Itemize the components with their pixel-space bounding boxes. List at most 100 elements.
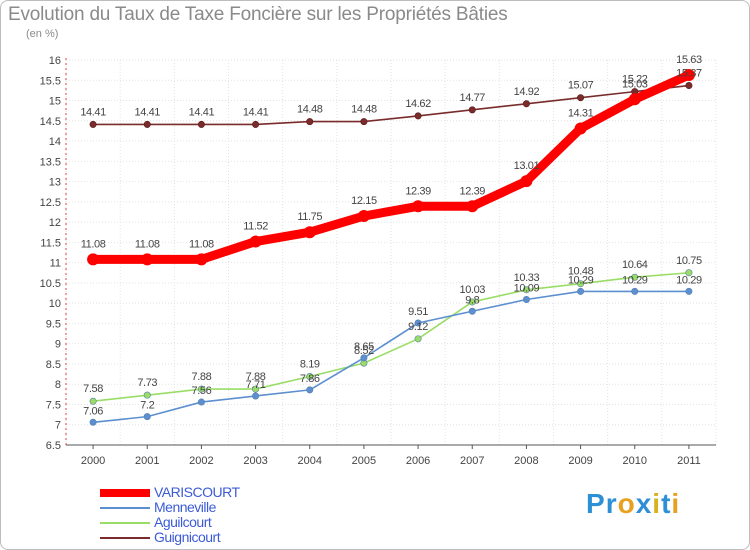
y-tick-label-18: 15.5 bbox=[40, 75, 61, 87]
point-variscourt-2004 bbox=[303, 226, 316, 239]
series-line-variscourt bbox=[88, 70, 694, 264]
logo-letter-3: x bbox=[635, 488, 653, 519]
data-label-variscourt-2000: 11.08 bbox=[81, 238, 106, 250]
data-label-variscourt-2003: 11.52 bbox=[243, 221, 268, 233]
point-aguilcourt-2011 bbox=[685, 269, 693, 277]
data-label-guignicourt-2011: 15.37 bbox=[676, 68, 702, 80]
y-axis-unit-label: (en %) bbox=[26, 28, 59, 40]
point-variscourt-2011 bbox=[682, 68, 695, 81]
y-tick-label-19: 16 bbox=[49, 55, 61, 67]
point-guignicourt-2003 bbox=[252, 120, 260, 128]
point-variscourt-2001 bbox=[141, 253, 154, 266]
data-label-aguilcourt-2010: 10.64 bbox=[622, 259, 648, 271]
data-label-menneville-2010: 10.29 bbox=[622, 274, 648, 286]
x-tick-label-11: 2011 bbox=[677, 455, 701, 467]
point-menneville-2007 bbox=[468, 307, 476, 315]
data-label-menneville-2003: 7.71 bbox=[246, 379, 266, 391]
data-label-variscourt-2008: 13.01 bbox=[514, 160, 540, 172]
y-tick-label-14: 13.5 bbox=[40, 156, 61, 168]
y-tick-label-15: 14 bbox=[49, 136, 61, 148]
point-guignicourt-2009 bbox=[577, 94, 585, 102]
point-menneville-2011 bbox=[685, 287, 693, 295]
data-label-variscourt-2001: 11.08 bbox=[135, 238, 160, 250]
point-menneville-2009 bbox=[577, 287, 585, 295]
y-tick-label-0: 6.5 bbox=[46, 440, 61, 452]
x-tick-label-10: 2010 bbox=[623, 455, 647, 467]
legend-label-aguilcourt: Aguilcourt bbox=[154, 514, 212, 530]
x-tick-label-5: 2005 bbox=[352, 455, 376, 467]
series-line-guignicourt bbox=[92, 84, 690, 126]
legend-label-variscourt: VARISCOURT bbox=[154, 484, 240, 500]
legend-swatch-variscourt bbox=[100, 489, 150, 497]
data-label-guignicourt-2003: 14.41 bbox=[243, 106, 269, 118]
proxiti-logo: Proxiti bbox=[586, 488, 680, 520]
y-tick-label-3: 8 bbox=[55, 379, 61, 391]
data-label-aguilcourt-2001: 7.73 bbox=[137, 377, 157, 389]
data-label-menneville-2002: 7.56 bbox=[192, 385, 212, 397]
point-aguilcourt-2000 bbox=[89, 397, 97, 405]
logo-letter-1: r bbox=[605, 488, 618, 519]
data-label-aguilcourt-2009: 10.48 bbox=[568, 266, 594, 278]
x-tick-label-8: 2008 bbox=[514, 455, 538, 467]
data-label-menneville-2005: 8.65 bbox=[354, 341, 374, 353]
point-guignicourt-2002 bbox=[197, 120, 205, 128]
data-label-menneville-2009: 10.29 bbox=[568, 274, 594, 286]
data-label-menneville-2011: 10.29 bbox=[676, 274, 702, 286]
point-aguilcourt-2010 bbox=[631, 273, 639, 281]
data-label-menneville-2007: 9.8 bbox=[465, 294, 479, 306]
chart-title: Evolution du Taux de Taxe Foncière sur l… bbox=[8, 4, 508, 25]
y-tick-label-7: 10 bbox=[49, 298, 61, 310]
y-tick-label-9: 11 bbox=[50, 258, 61, 270]
data-label-variscourt-2006: 12.39 bbox=[405, 185, 431, 197]
series-line-menneville bbox=[92, 290, 690, 424]
x-tick-label-4: 2004 bbox=[298, 455, 322, 467]
point-menneville-2006 bbox=[414, 319, 422, 327]
data-label-guignicourt-2006: 14.62 bbox=[405, 98, 431, 110]
x-tick-label-9: 2009 bbox=[568, 455, 592, 467]
y-tick-label-12: 12.5 bbox=[40, 197, 61, 209]
logo-letter-4: i bbox=[652, 488, 662, 519]
data-label-guignicourt-2000: 14.41 bbox=[80, 106, 106, 118]
x-tick-label-7: 2007 bbox=[460, 455, 484, 467]
legend-swatch-guignicourt bbox=[100, 537, 150, 539]
y-tick-label-16: 14.5 bbox=[40, 116, 61, 128]
data-label-guignicourt-2005: 14.48 bbox=[351, 104, 377, 116]
y-tick-label-4: 8.5 bbox=[46, 359, 61, 371]
y-tick-label-10: 11.5 bbox=[40, 237, 61, 249]
data-label-menneville-2008: 10.09 bbox=[514, 283, 540, 295]
data-label-variscourt-2009: 14.31 bbox=[568, 107, 594, 119]
data-label-aguilcourt-2008: 10.33 bbox=[514, 272, 540, 284]
data-label-variscourt-2007: 12.39 bbox=[459, 185, 485, 197]
legend-label-guignicourt: Guignicourt bbox=[154, 529, 221, 545]
point-aguilcourt-2003 bbox=[252, 385, 260, 393]
legend-swatch-menneville bbox=[100, 507, 150, 509]
y-tick-label-6: 9.5 bbox=[46, 318, 61, 330]
data-label-menneville-2001: 7.2 bbox=[140, 400, 154, 412]
data-label-variscourt-2005: 12.15 bbox=[351, 195, 377, 207]
y-tick-label-1: 7 bbox=[55, 420, 61, 432]
point-menneville-2010 bbox=[631, 287, 639, 295]
point-variscourt-2000 bbox=[87, 253, 100, 266]
point-variscourt-2006 bbox=[412, 200, 425, 213]
data-label-aguilcourt-2002: 7.88 bbox=[192, 371, 212, 383]
data-label-aguilcourt-2004: 8.19 bbox=[300, 359, 320, 371]
data-label-aguilcourt-2003: 7.88 bbox=[246, 371, 266, 383]
y-tick-label-2: 7.5 bbox=[46, 399, 61, 411]
point-variscourt-2009 bbox=[574, 122, 587, 135]
point-menneville-2002 bbox=[197, 398, 205, 406]
data-label-aguilcourt-2011: 10.75 bbox=[676, 255, 702, 267]
data-label-menneville-2006: 9.51 bbox=[408, 306, 428, 318]
point-guignicourt-2008 bbox=[522, 100, 530, 108]
point-variscourt-2002 bbox=[195, 253, 208, 266]
point-menneville-2003 bbox=[252, 392, 260, 400]
x-tick-label-3: 2003 bbox=[243, 455, 267, 467]
data-label-aguilcourt-2005: 8.52 bbox=[354, 345, 374, 357]
y-tick-label-17: 15 bbox=[49, 96, 61, 108]
point-variscourt-2010 bbox=[628, 93, 641, 106]
point-guignicourt-2001 bbox=[143, 120, 151, 128]
point-guignicourt-2006 bbox=[414, 112, 422, 120]
data-label-guignicourt-2001: 14.41 bbox=[134, 106, 160, 118]
data-label-guignicourt-2002: 14.41 bbox=[189, 106, 215, 118]
logo-letter-5: t bbox=[661, 488, 672, 519]
data-label-menneville-2000: 7.06 bbox=[83, 405, 103, 417]
